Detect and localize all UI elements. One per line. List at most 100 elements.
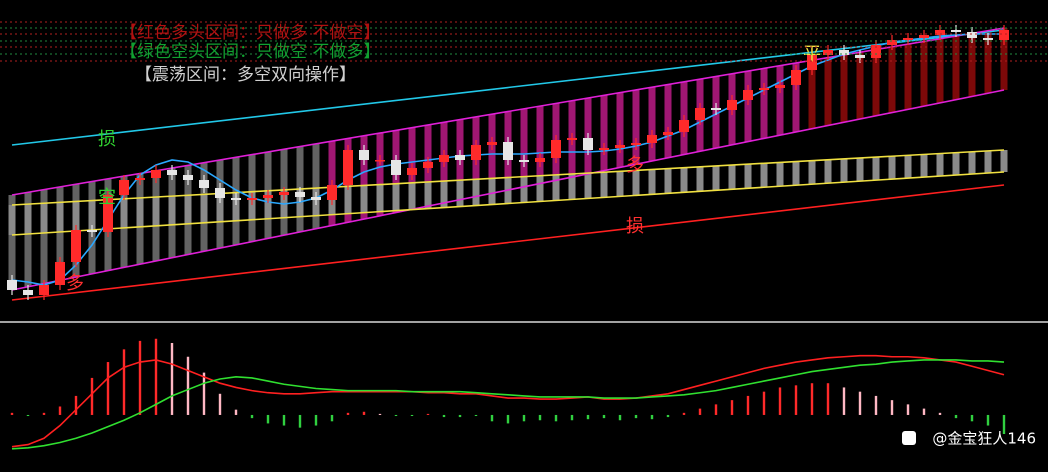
bull-text: 【红色多头区间：只做多 不做空】: [120, 23, 380, 43]
macd-bar: [570, 414, 574, 421]
macd-bar: [746, 395, 750, 415]
channel-fill: [536, 106, 544, 184]
macd-bar: [362, 411, 366, 415]
macd-bar: [138, 340, 142, 415]
band-fill: [968, 151, 976, 175]
watermark-text: @金宝狂人146: [932, 430, 1036, 448]
macd-bar: [890, 400, 894, 415]
candle-body: [503, 142, 513, 160]
macd-bar: [970, 414, 974, 422]
channel-fill: [984, 30, 992, 94]
candle-body: [279, 192, 289, 195]
candle-body: [695, 108, 705, 120]
macd-bar: [474, 414, 478, 417]
indicator-line: [11, 29, 1005, 146]
candle-body: [791, 70, 801, 85]
candle-body: [343, 150, 353, 185]
channel-fill: [792, 63, 800, 132]
band-fill: [984, 150, 992, 174]
macd-bar: [202, 372, 206, 415]
candle-body: [39, 285, 49, 295]
candle-body: [471, 145, 481, 160]
band-fill: [600, 172, 608, 198]
band-fill: [712, 165, 720, 191]
macd-line: [11, 359, 1005, 450]
macd-bar: [954, 414, 958, 419]
candle-body: [999, 30, 1009, 40]
candle-body: [119, 180, 129, 195]
macd-bar: [538, 414, 542, 421]
band-fill: [40, 203, 48, 233]
range-text: 【震荡区间：多空双向操作】: [135, 65, 356, 85]
macd-bar: [490, 414, 494, 422]
candle-body: [599, 148, 609, 150]
channel-fill: [56, 186, 64, 281]
band-fill: [440, 181, 448, 208]
candle-body: [839, 50, 849, 55]
macd-bar: [826, 383, 830, 415]
macd-bar: [922, 408, 926, 415]
candle-body: [231, 198, 241, 200]
macd-bar: [874, 395, 878, 415]
candle-body: [199, 180, 209, 188]
candle-body: [823, 50, 833, 55]
annotation: 多: [66, 273, 84, 294]
candle-body: [7, 280, 17, 290]
band-fill: [520, 176, 528, 203]
channel-fill: [632, 89, 640, 165]
macd-bar: [586, 414, 590, 420]
band-fill: [696, 166, 704, 192]
macd-bar: [554, 414, 558, 422]
candle-body: [423, 162, 433, 168]
band-fill: [392, 183, 400, 211]
header: 【红色多头区间：只做多 不做空】 【绿色空头区间：只做空 不做多】 【震荡区间：…: [0, 21, 1048, 85]
candle-body: [919, 35, 929, 38]
candle-body: [727, 100, 737, 110]
macd-bar: [1002, 414, 1006, 435]
band-fill: [56, 202, 64, 232]
macd-bar: [218, 393, 222, 415]
band-fill: [552, 174, 560, 201]
candle-body: [935, 30, 945, 35]
channel-fill: [600, 95, 608, 171]
channel-fill: [776, 65, 784, 136]
macd-bar: [234, 409, 238, 415]
candle-body: [903, 38, 913, 40]
band-fill: [24, 204, 32, 234]
candle-body: [151, 170, 161, 178]
macd-bar: [74, 395, 78, 415]
channel-fill: [744, 71, 752, 142]
band-fill: [648, 169, 656, 195]
candle-body: [135, 178, 145, 180]
macd-bar: [650, 414, 654, 420]
band-fill: [584, 173, 592, 199]
macd-bar: [458, 414, 462, 418]
channel-fill: [808, 60, 816, 129]
macd-bar: [154, 338, 158, 415]
band-fill: [952, 152, 960, 176]
candles: [7, 25, 1009, 300]
candle-body: [215, 188, 225, 198]
macd-bar: [506, 414, 510, 424]
channel-fill: [920, 41, 928, 107]
candle-body: [807, 55, 817, 70]
candle-body: [439, 155, 449, 162]
band-fill: [568, 173, 576, 200]
candle-body: [455, 155, 465, 160]
band-fill: [168, 196, 176, 225]
candle-body: [535, 158, 545, 162]
candle-body: [567, 138, 577, 140]
macd-bar: [810, 383, 814, 415]
candle-body: [311, 197, 321, 200]
candle-body: [871, 45, 881, 58]
candle-body: [551, 140, 561, 158]
band-fill: [744, 164, 752, 189]
band-fill: [488, 178, 496, 205]
candle-body: [711, 108, 721, 110]
macd-bar: [170, 342, 174, 415]
macd-bar: [330, 414, 334, 422]
band-fill: [408, 182, 416, 210]
band-fill: [200, 194, 208, 223]
